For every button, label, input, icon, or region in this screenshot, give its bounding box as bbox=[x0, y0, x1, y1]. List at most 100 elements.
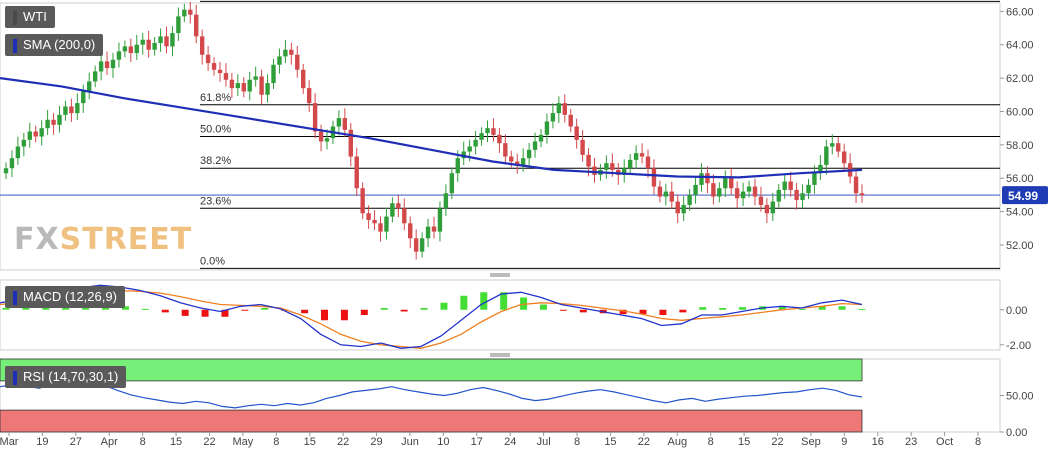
candle-body bbox=[830, 143, 835, 147]
price-tick-label: 60.00 bbox=[1006, 106, 1034, 118]
x-tick-label: Jun bbox=[401, 436, 419, 448]
macd-histogram-bar bbox=[858, 308, 866, 310]
rsi-line bbox=[0, 378, 863, 409]
sma-text: SMA (200,0) bbox=[23, 37, 96, 52]
sma-swatch bbox=[13, 38, 17, 53]
current-price-value: 54.99 bbox=[1008, 189, 1038, 203]
candle-body bbox=[740, 191, 746, 199]
candle-body bbox=[794, 189, 799, 200]
candle-body bbox=[657, 186, 663, 197]
candle-body bbox=[408, 223, 413, 239]
candle-body bbox=[485, 128, 490, 134]
candle-body bbox=[729, 178, 734, 189]
x-tick-label: 24 bbox=[504, 436, 516, 448]
candle-body bbox=[205, 54, 211, 64]
price-tick-label: 54.00 bbox=[1006, 207, 1034, 219]
candle-body bbox=[372, 219, 377, 224]
rsi-swatch bbox=[13, 370, 17, 385]
macd-histogram-bar bbox=[161, 309, 169, 313]
macd-histogram-bar bbox=[460, 295, 468, 310]
macd-histogram-bar bbox=[340, 309, 348, 321]
macd-histogram-bar bbox=[539, 304, 547, 310]
candle-body bbox=[538, 134, 544, 142]
macd-histogram-bar bbox=[22, 307, 30, 310]
fib-label: 0.0% bbox=[200, 255, 225, 267]
candle-body bbox=[265, 83, 270, 95]
candle-body bbox=[639, 153, 645, 157]
candle-body bbox=[152, 43, 157, 50]
macd-histogram-bar bbox=[480, 292, 488, 310]
macd-histogram-bar bbox=[520, 297, 528, 310]
macd-histogram-bar bbox=[321, 309, 329, 321]
candle-body bbox=[342, 118, 348, 130]
candle-body bbox=[164, 36, 169, 47]
candle-body bbox=[217, 69, 223, 74]
candle-body bbox=[229, 79, 235, 89]
x-axis: Mar 19 27 Apr 8 15 22 May 8 15 22 29 Jun 10 17 24 Jul 8 15… bbox=[0, 432, 981, 448]
candle-body bbox=[699, 173, 704, 185]
x-tick-label: 27 bbox=[70, 436, 82, 448]
x-tick-label: 8 bbox=[975, 436, 981, 448]
x-tick-label: Oct bbox=[936, 436, 953, 448]
candle-body bbox=[51, 119, 56, 125]
macd-swatch bbox=[13, 290, 17, 305]
candle-body bbox=[235, 83, 241, 89]
candle-body bbox=[812, 173, 817, 185]
candle-body bbox=[574, 126, 579, 140]
fib-label: 38.2% bbox=[200, 155, 231, 167]
candle-body bbox=[366, 213, 371, 220]
candle-body bbox=[752, 186, 758, 197]
candle-body bbox=[550, 113, 556, 122]
candle-body bbox=[318, 131, 324, 142]
x-tick-label: May bbox=[233, 436, 254, 448]
sma-label: SMA (200,0) bbox=[5, 34, 104, 56]
price-tick-label: 64.00 bbox=[1006, 40, 1034, 52]
rsi-text: RSI (14,70,30,1) bbox=[23, 369, 119, 384]
candle-body bbox=[467, 146, 472, 152]
candle-body bbox=[455, 158, 460, 174]
price-tick-label: 52.00 bbox=[1006, 240, 1034, 252]
candle-body bbox=[158, 36, 163, 44]
candle-body bbox=[194, 14, 199, 37]
candle-body bbox=[312, 103, 318, 132]
candle-body bbox=[3, 168, 9, 174]
candle-body bbox=[788, 181, 793, 190]
rsi-panel: 50.00 0.00 bbox=[0, 358, 1034, 439]
fib-label: 23.6% bbox=[200, 195, 231, 207]
macd-histogram-bar bbox=[619, 309, 627, 315]
candle-body bbox=[247, 79, 252, 92]
macd-label: MACD (12,26,9) bbox=[5, 286, 125, 308]
candle-body bbox=[705, 173, 710, 184]
macd-histogram-bar bbox=[141, 308, 149, 310]
candle-body bbox=[425, 226, 431, 239]
candle-body bbox=[800, 193, 805, 200]
candle-body bbox=[419, 238, 425, 252]
candle-body bbox=[271, 64, 276, 84]
candle-body bbox=[182, 9, 187, 17]
macd-histogram-bar bbox=[380, 308, 388, 310]
candle-body bbox=[770, 201, 776, 214]
x-tick-label: 15 bbox=[604, 436, 616, 448]
candle-body bbox=[354, 156, 359, 189]
candle-body bbox=[348, 129, 353, 157]
candle-body bbox=[449, 173, 455, 194]
candle-body bbox=[301, 69, 306, 89]
rsi-tick-label: 0.00 bbox=[1006, 427, 1027, 439]
candle-body bbox=[622, 168, 627, 175]
macd-histogram-bar bbox=[798, 308, 806, 310]
macd-histogram-bar bbox=[181, 309, 189, 316]
candle-body bbox=[568, 114, 573, 127]
x-tick-label: 9 bbox=[841, 436, 847, 448]
candle-body bbox=[33, 131, 38, 137]
candle-body bbox=[687, 194, 692, 205]
macd-histogram-bar bbox=[739, 307, 747, 310]
macd-histogram-bar bbox=[778, 306, 786, 310]
candle-body bbox=[610, 163, 615, 170]
candle-body bbox=[473, 139, 478, 147]
candle-body bbox=[45, 119, 50, 129]
candle-body bbox=[562, 103, 567, 115]
x-tick-label: Jul bbox=[537, 436, 551, 448]
candle-body bbox=[413, 238, 419, 252]
macd-histogram-bar bbox=[221, 309, 229, 317]
